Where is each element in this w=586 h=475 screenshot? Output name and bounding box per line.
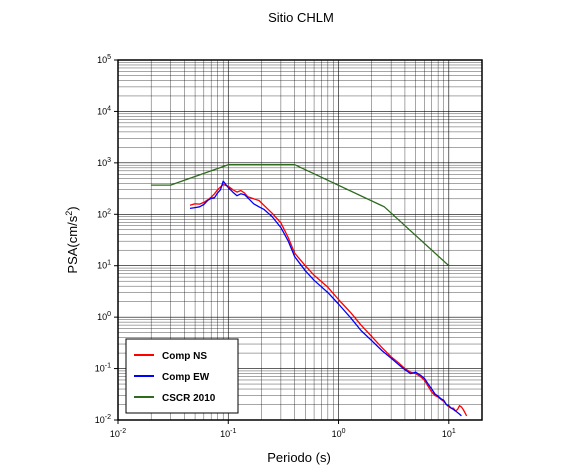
- legend-label-comp-ns: Comp NS: [162, 351, 207, 362]
- plot-frame: [117, 59, 483, 421]
- y-tick-label: 105: [97, 54, 111, 65]
- grid: [118, 60, 482, 420]
- x-tick-label: 100: [332, 428, 346, 439]
- chart-title: Sitio CHLM: [268, 10, 334, 25]
- y-tick-label: 100: [97, 311, 111, 322]
- legend-label-comp-ew: Comp EW: [162, 372, 210, 383]
- y-tick-label: 102: [97, 208, 111, 219]
- legend-label-cscr-2010: CSCR 2010: [162, 393, 216, 404]
- series-layer: [151, 164, 468, 417]
- y-axis-label: PSA(cm/s2): [64, 206, 80, 273]
- x-tick-label: 101: [442, 428, 456, 439]
- series-line-comp-ew: [189, 180, 462, 417]
- x-tick-label: 10-1: [220, 428, 236, 439]
- y-tick-labels: 10-2 10-1 100 101 102 103 104 105: [95, 54, 118, 425]
- y-tick-label: 101: [97, 260, 111, 271]
- y-tick-label: 103: [97, 157, 111, 168]
- x-tick-labels: 10-2 10-1 100 101: [110, 420, 456, 439]
- x-axis-label: Periodo (s): [267, 450, 331, 465]
- x-tick-label: 10-2: [110, 428, 126, 439]
- legend: Comp NS Comp EW CSCR 2010: [125, 338, 239, 414]
- series-line-comp-ns: [189, 183, 468, 417]
- y-tick-label: 104: [97, 105, 111, 116]
- y-tick-label: 10-2: [95, 414, 111, 425]
- y-tick-label: 10-1: [95, 363, 111, 374]
- series-line-cscr-2010: [151, 164, 450, 267]
